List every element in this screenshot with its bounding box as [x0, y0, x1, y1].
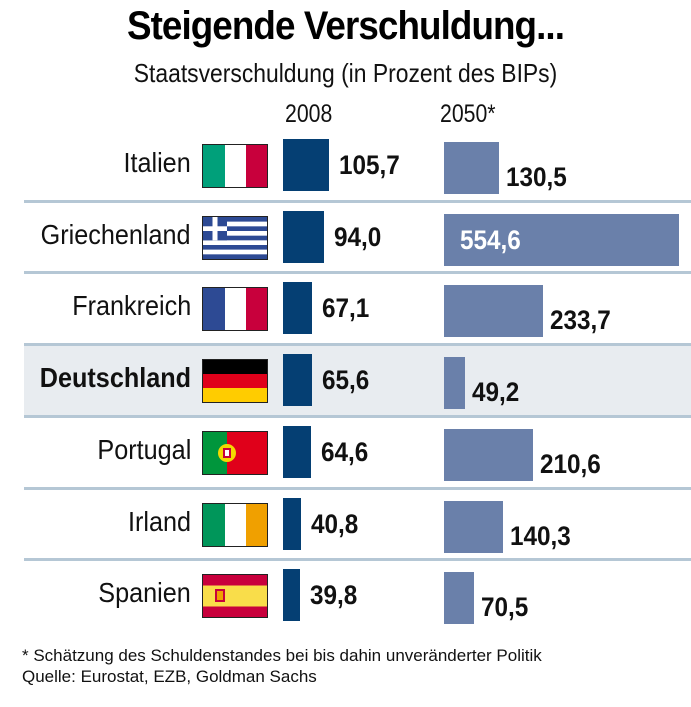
row-separator: [24, 343, 691, 347]
spain-flag-icon: [202, 574, 268, 619]
bar-2050: [444, 500, 504, 553]
portugal-flag-icon: [202, 430, 268, 475]
bar-2008: [283, 139, 329, 191]
country-label: Griechenland: [41, 218, 191, 250]
value-label-2008: 67,1: [322, 293, 370, 324]
bar-2008: [283, 425, 312, 478]
row-separator: [24, 414, 691, 418]
chart-title: Steigende Verschuldung...: [126, 4, 565, 48]
value-label-2050: 554,6: [460, 224, 521, 255]
bar-2050: [444, 285, 544, 338]
row-separator: [24, 271, 691, 275]
country-label: Italien: [123, 147, 191, 178]
row-separator: [24, 558, 691, 562]
germany-flag-icon: [202, 359, 268, 404]
row-separator: [24, 199, 691, 203]
bar-2050: [444, 213, 680, 266]
value-label-2050: 70,5: [480, 592, 529, 623]
italy-flag-icon: [202, 144, 268, 188]
value-label-2050: 233,7: [550, 305, 611, 336]
chart-subtitle: Staatsverschuldung (in Prozent des BIPs): [133, 58, 558, 88]
source: Quelle: Eurostat, EZB, Goldman Sachs: [22, 667, 317, 686]
country-label: Deutschland: [39, 362, 191, 394]
value-label-2050: 130,5: [506, 162, 568, 192]
column-header-2008: 2008: [285, 100, 333, 128]
ireland-flag-icon: [202, 502, 268, 547]
value-label-2008: 65,6: [321, 365, 369, 396]
country-label: Portugal: [97, 433, 191, 465]
bar-2050: [444, 428, 534, 481]
value-label-2008: 40,8: [310, 508, 359, 539]
france-flag-icon: [202, 287, 268, 332]
column-header-2050: 2050*: [440, 100, 496, 128]
bar-2008: [283, 282, 313, 335]
footnote: * Schätzung des Schuldenstandes bei bis …: [22, 646, 542, 665]
bar-2050: [444, 357, 465, 410]
country-label: Spanien: [98, 577, 191, 609]
value-label-2008: 105,7: [338, 150, 400, 180]
bar-2050: [444, 572, 474, 625]
country-label: Frankreich: [71, 290, 191, 322]
value-label-2050: 210,6: [540, 448, 602, 479]
value-label-2050: 49,2: [471, 377, 520, 408]
value-label-2008: 94,0: [333, 221, 382, 252]
value-label-2050: 140,3: [510, 520, 572, 551]
bar-2050: [444, 142, 500, 194]
bar-2008: [283, 497, 301, 550]
footnote-block: * Schätzung des Schuldenstandes bei bis …: [22, 645, 542, 687]
row-separator: [24, 486, 691, 490]
bar-2008: [283, 354, 312, 407]
country-label: Irland: [127, 505, 191, 537]
row-deutschland: [24, 346, 691, 415]
bar-2008: [283, 569, 301, 622]
bar-2008: [283, 210, 324, 263]
greece-flag-icon: [202, 215, 268, 260]
value-label-2008: 64,6: [321, 436, 369, 467]
value-label-2008: 39,8: [310, 580, 358, 611]
